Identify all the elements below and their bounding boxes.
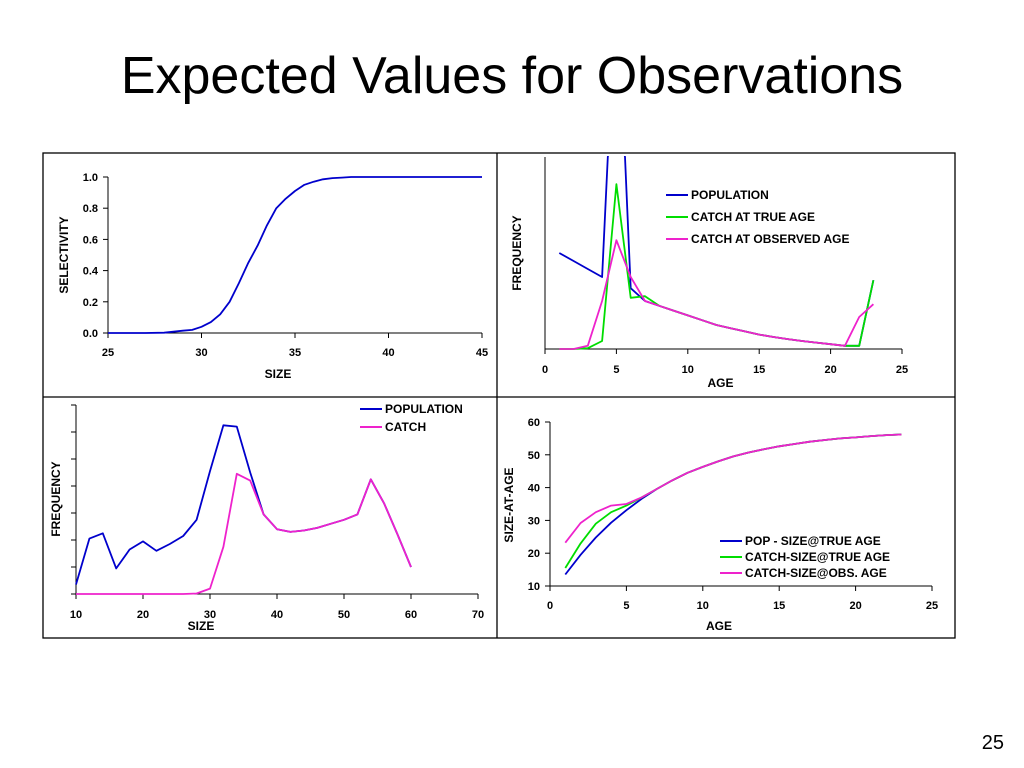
x-tick-label: 25 [102,347,114,359]
legend-label: CATCH-SIZE@TRUE AGE [745,550,890,564]
series-line-catch [76,474,411,594]
frequency-by-size-chart: 10 20 30 40 50 60 70SIZEFREQUENCYPOPULATIONCAT… [49,402,484,633]
selectivity-chart: 25 30 35 40 45 0.0 0.2 0.4 0.6 0.8 1.0 SIZE SELECTIV… [57,172,488,381]
x-tick-label: 10 [70,609,82,621]
legend-label: POP - SIZE@TRUE AGE [745,534,881,548]
x-tick-label: 70 [472,609,484,621]
x-tick-label: 60 [405,609,417,621]
series-line [108,177,482,333]
x-tick-label: 40 [382,347,394,359]
x-tick-label: 10 [697,600,709,612]
x-tick-label: 25 [926,600,938,612]
y-tick-label: 20 [528,548,540,560]
x-tick-label: 15 [753,364,765,376]
x-tick-label: 20 [137,609,149,621]
y-tick-label: 0.8 [83,203,98,215]
y-tick-label: 10 [528,581,540,593]
legend-label: POPULATION [691,188,769,202]
frequency-by-age-chart: 0 5 10 15 20 25 AGE FREQUENCY POPULATION CATCH AT… [510,109,908,390]
y-tick-label: 0.2 [83,297,98,309]
y-tick-label: 60 [528,417,540,429]
x-tick-label: 5 [613,364,619,376]
x-axis-title: SIZE [265,367,292,381]
y-tick-label: 30 [528,515,540,527]
y-tick-label: 0.6 [83,234,98,246]
series-line-population [559,109,873,346]
y-axis-title: SIZE-AT-AGE [502,467,516,542]
legend-label: POPULATION [385,402,463,416]
size-at-age-chart: 0 5 10 15 20 25 10 20 30 40 50 60 AGE SIZE-AT-AGE POP … [502,417,938,633]
x-tick-label: 10 [682,364,694,376]
legend-label: CATCH AT TRUE AGE [691,210,815,224]
legend-label: CATCH AT OBSERVED AGE [691,232,849,246]
x-tick-label: 25 [896,364,908,376]
x-tick-label: 20 [824,364,836,376]
legend-label: CATCH [385,420,426,434]
x-axis-title: SIZE [188,619,215,633]
x-tick-label: 0 [542,364,548,376]
y-tick-label: 50 [528,450,540,462]
x-tick-label: 20 [849,600,861,612]
x-tick-label: 30 [195,347,207,359]
y-axis-title: FREQUENCY [510,215,524,290]
y-tick-label: 1.0 [83,172,98,184]
page-number: 25 [982,732,1004,755]
x-tick-label: 45 [476,347,488,359]
legend-label: CATCH-SIZE@OBS. AGE [745,566,887,580]
y-tick-label: 0.4 [83,266,99,278]
y-axis-title: FREQUENCY [49,461,63,536]
y-tick-label: 40 [528,483,540,495]
x-tick-label: 15 [773,600,785,612]
x-axis-title: AGE [706,619,732,633]
y-tick-label: 0.0 [83,328,98,340]
y-axis-title: SELECTIVITY [57,216,71,293]
x-tick-label: 5 [623,600,629,612]
x-tick-label: 35 [289,347,301,359]
x-tick-label: 50 [338,609,350,621]
x-tick-label: 40 [271,609,283,621]
x-tick-label: 0 [547,600,553,612]
series-line-catch-size-obs-age [565,435,901,543]
x-axis-title: AGE [707,376,733,390]
